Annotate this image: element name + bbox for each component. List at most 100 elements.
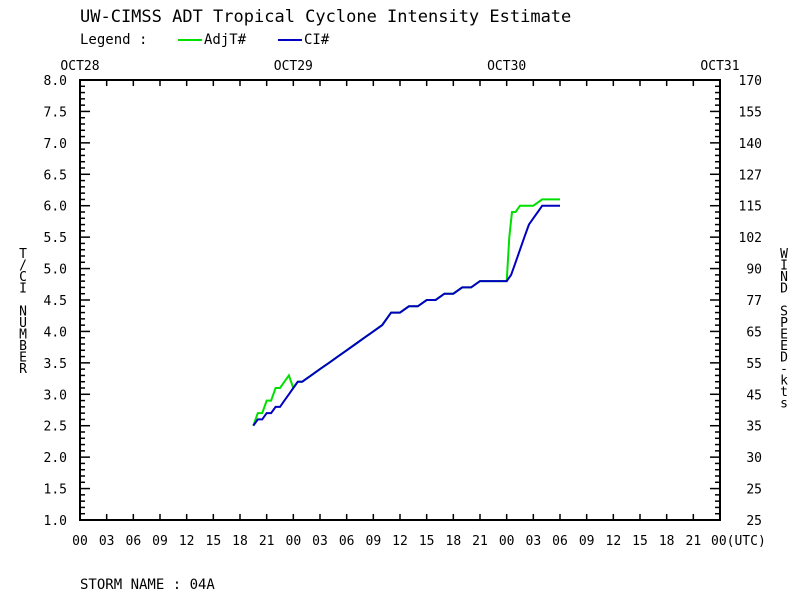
x-tick-label: 12 (179, 534, 195, 549)
ticks (79, 79, 721, 521)
y-axis-title-char: / (19, 259, 27, 274)
y-tick-label: 1.5 (44, 483, 67, 498)
x-tick-label: 21 (686, 534, 702, 549)
y-tick-labels: 8.0 7.5 7.0 6.5 6.0 5.5 5.0 4.5 4.0 3.5 3.0 2.5 2.0 1… (44, 74, 67, 529)
y2-axis-title-char: P (780, 316, 788, 331)
y2-axis-title-char: s (780, 397, 788, 412)
y2-tick-label: 65 (746, 325, 762, 340)
y2-tick-label: 155 (739, 105, 762, 120)
y2-axis-title-char: D (780, 282, 788, 297)
y-tick-label: 4.5 (44, 294, 67, 309)
legend-entry-adjt: AdjT# (204, 32, 247, 48)
y-tick-label: 3.0 (44, 388, 67, 403)
date-label: OCT31 (700, 59, 739, 74)
legend: Legend : AdjT# CI# (80, 32, 330, 48)
legend-label: Legend : (80, 32, 147, 48)
x-tick-label: 15 (419, 534, 435, 549)
x-tick-label: 03 (526, 534, 542, 549)
y2-axis-title-char: - (780, 362, 788, 377)
y-axis-title-char: E (19, 351, 27, 366)
legend-entry-ci: CI# (304, 32, 330, 48)
y-tick-label: 2.5 (44, 420, 67, 435)
x-tick-label: 06 (126, 534, 142, 549)
date-label: OCT28 (60, 59, 99, 74)
y2-tick-label: 30 (746, 451, 762, 466)
y-tick-label: 5.0 (44, 263, 67, 278)
y2-tick-label: 55 (746, 357, 762, 372)
y2-tick-label: 25 (746, 483, 762, 498)
series-lines (252, 198, 560, 427)
y-tick-label: 3.5 (44, 357, 67, 372)
y-tick-label: 5.5 (44, 231, 67, 246)
series-line-ci (252, 204, 560, 427)
x-tick-label: 06 (339, 534, 355, 549)
x-tick-labels: 00 03 06 09 12 15 18 21 00 03 06 09 12 15 18 21 00 03 06 09… (72, 534, 766, 549)
y-axis-title-char: U (19, 316, 27, 331)
y-axis-title-char: R (19, 362, 27, 377)
y2-tick-label: 115 (739, 200, 762, 215)
x-tick-label: 09 (152, 534, 168, 549)
x-tick-label: 00 (499, 534, 515, 549)
y2-tick-label: 35 (746, 420, 762, 435)
x-tick-label: 12 (606, 534, 622, 549)
y-axis-title-char: M (19, 328, 27, 343)
x-tick-label: 00 (286, 534, 302, 549)
y-axis-title-char: N (19, 305, 27, 320)
x-tick-label: 21 (259, 534, 275, 549)
x-tick-label: 03 (99, 534, 115, 549)
y-tick-label: 6.5 (44, 168, 67, 183)
date-label: OCT30 (487, 59, 526, 74)
y-tick-label: 6.0 (44, 200, 67, 215)
y2-tick-label: 77 (746, 294, 762, 309)
y2-tick-label: 127 (739, 168, 762, 183)
y2-tick-label: 25 (746, 514, 762, 529)
y2-axis-title-char: N (780, 270, 788, 285)
x-tick-label: 09 (579, 534, 595, 549)
x-tick-label: 06 (552, 534, 568, 549)
x-tick-label: 18 (446, 534, 462, 549)
x-tick-label: 03 (312, 534, 328, 549)
y2-tick-label: 140 (739, 137, 762, 152)
series-line-adjt (252, 198, 560, 427)
y2-axis-title-char: S (780, 305, 788, 320)
x-tick-label: 15 (206, 534, 222, 549)
y2-axis-title-char: k (780, 374, 788, 389)
x-tick-label: 15 (632, 534, 648, 549)
y2-axis-title-char: I (780, 259, 788, 274)
y2-axis-title-char: D (780, 351, 788, 366)
storm-name-label: STORM NAME : 04A (80, 577, 215, 593)
y-tick-label: 4.0 (44, 325, 67, 340)
y2-axis-title-char: E (780, 328, 788, 343)
y-tick-label: 1.0 (44, 514, 67, 529)
x-tick-label: 00 (72, 534, 88, 549)
y-axis-title-char: B (19, 339, 27, 354)
date-label: OCT29 (274, 59, 313, 74)
y-tick-label: 7.0 (44, 137, 67, 152)
y-tick-label: 7.5 (44, 105, 67, 120)
x-tick-label: 09 (366, 534, 382, 549)
y-axis-title-char: C (19, 270, 27, 285)
y2-tick-label: 170 (739, 74, 762, 89)
y2-tick-label: 102 (739, 231, 762, 246)
y-axis-title-char: T (19, 247, 27, 262)
y2-tick-label: 45 (746, 388, 762, 403)
x-tick-label: 18 (232, 534, 248, 549)
y2-axis-title-char: E (780, 339, 788, 354)
plot-frame (79, 79, 721, 521)
y2-tick-labels: 170 155 140 127 115 102 90 77 65 55 45 35 30 25 25 (739, 74, 762, 529)
y2-axis-title-char: W (780, 247, 788, 262)
y-tick-label: 8.0 (44, 74, 67, 89)
chart-title: UW-CIMSS ADT Tropical Cyclone Intensity … (80, 7, 571, 27)
x-tick-label: 12 (392, 534, 408, 549)
x-tick-label: 21 (472, 534, 488, 549)
y-axis-title-char: I (19, 282, 27, 297)
y2-tick-label: 90 (746, 263, 762, 278)
y-tick-label: 2.0 (44, 451, 67, 466)
x-tick-label: 18 (659, 534, 675, 549)
y2-axis-title-char: t (780, 385, 788, 400)
date-labels: OCT28 OCT29 OCT30 OCT31 (60, 59, 739, 74)
x-tick-label: 00(UTC) (711, 534, 766, 549)
